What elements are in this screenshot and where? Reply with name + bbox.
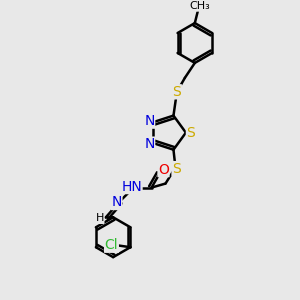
Text: S: S [172, 85, 181, 99]
Text: S: S [187, 126, 195, 140]
Text: HN: HN [121, 180, 142, 194]
Text: H: H [96, 213, 104, 224]
Text: N: N [112, 196, 122, 209]
Text: N: N [144, 137, 154, 151]
Text: Cl: Cl [105, 238, 118, 252]
Text: S: S [172, 162, 181, 176]
Text: O: O [158, 163, 169, 177]
Text: CH₃: CH₃ [189, 1, 210, 11]
Text: N: N [144, 114, 154, 128]
